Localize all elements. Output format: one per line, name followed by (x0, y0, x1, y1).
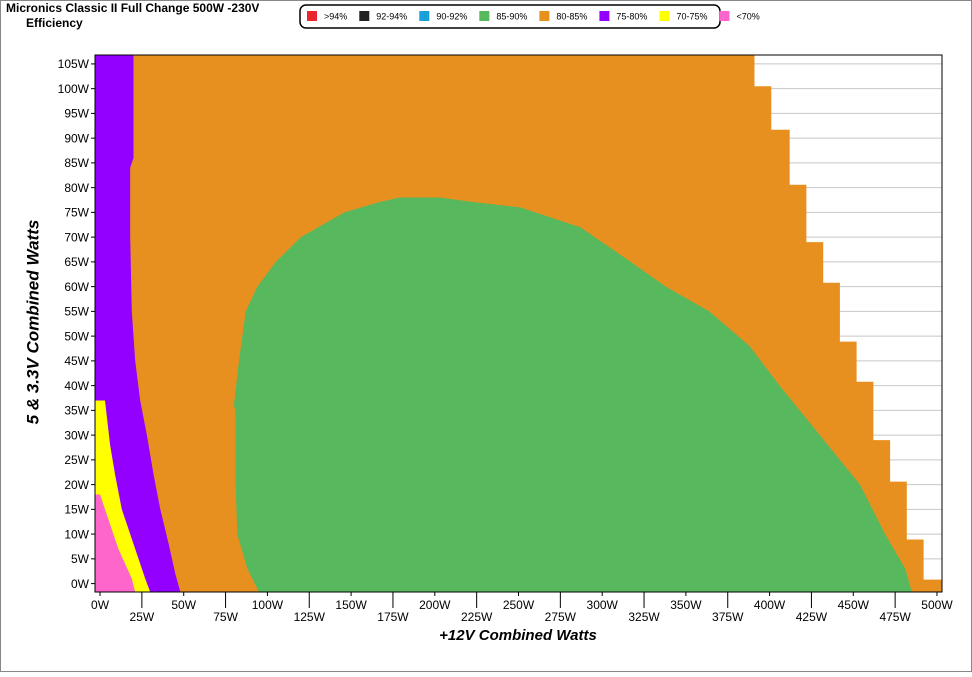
y-tick-label: 100W (58, 82, 90, 96)
chart-title: Micronics Classic II Full Change 500W -2… (6, 1, 259, 15)
y-tick-label: 95W (64, 107, 89, 121)
legend-swatch (419, 11, 430, 21)
y-tick-label: 10W (64, 527, 89, 541)
y-tick-label: 50W (64, 329, 89, 343)
y-tick-label: 25W (64, 453, 89, 467)
y-tick-label: 90W (64, 131, 89, 145)
legend-swatch (359, 11, 370, 21)
y-tick-label: 15W (64, 503, 89, 517)
x-tick-label: 250W (503, 598, 535, 612)
x-tick-label: 50W (171, 598, 196, 612)
legend-label: 85-90% (496, 11, 527, 21)
x-tick-label: 225W (461, 610, 493, 624)
x-tick-label: 125W (294, 610, 326, 624)
legend-swatch (719, 11, 730, 21)
legend-label: <70% (736, 11, 759, 21)
y-tick-label: 65W (64, 255, 89, 269)
y-tick-label: 35W (64, 404, 89, 418)
x-tick-label: 325W (628, 610, 660, 624)
y-tick-label: 70W (64, 230, 89, 244)
x-tick-label: 75W (213, 610, 238, 624)
legend-label: 90-92% (436, 11, 467, 21)
x-axis-label: +12V Combined Watts (439, 627, 597, 644)
x-tick-label: 175W (377, 610, 409, 624)
chart-subtitle: Efficiency (26, 16, 83, 30)
legend-swatch (599, 11, 610, 21)
x-tick-label: 100W (252, 598, 284, 612)
x-tick-label: 375W (712, 610, 744, 624)
x-tick-label: 275W (545, 610, 577, 624)
y-tick-label: 30W (64, 428, 89, 442)
x-tick-label: 0W (91, 598, 110, 612)
legend-label: 70-75% (676, 11, 707, 21)
y-tick-label: 5W (71, 552, 90, 566)
efficiency-region (233, 197, 912, 592)
y-tick-label: 40W (64, 379, 89, 393)
legend-swatch (659, 11, 670, 21)
legend-swatch (307, 11, 317, 21)
x-tick-label: 25W (130, 610, 155, 624)
x-tick-label: 475W (879, 610, 911, 624)
y-tick-label: 60W (64, 280, 89, 294)
legend-label: >94% (324, 11, 347, 21)
y-tick-label: 20W (64, 478, 89, 492)
x-tick-label: 425W (796, 610, 828, 624)
y-tick-label: 80W (64, 181, 89, 195)
x-tick-label: 500W (921, 598, 953, 612)
legend-swatch (479, 11, 490, 21)
legend-label: 92-94% (376, 11, 407, 21)
x-tick-label: 300W (587, 598, 619, 612)
legend-label: 80-85% (556, 11, 587, 21)
legend-label: 75-80% (616, 11, 647, 21)
y-tick-label: 0W (71, 577, 90, 591)
y-axis-label: 5 & 3.3V Combined Watts (23, 220, 42, 425)
y-tick-label: 45W (64, 354, 89, 368)
efficiency-region (95, 55, 181, 592)
efficiency-region (95, 494, 136, 592)
x-tick-label: 350W (670, 598, 702, 612)
y-tick-label: 105W (58, 57, 90, 71)
x-tick-label: 150W (335, 598, 367, 612)
x-tick-label: 450W (838, 598, 870, 612)
y-tick-label: 55W (64, 305, 89, 319)
x-tick-label: 200W (419, 598, 451, 612)
x-tick-label: 400W (754, 598, 786, 612)
y-tick-label: 85W (64, 156, 89, 170)
legend-swatch (539, 11, 550, 21)
y-tick-label: 75W (64, 206, 89, 220)
